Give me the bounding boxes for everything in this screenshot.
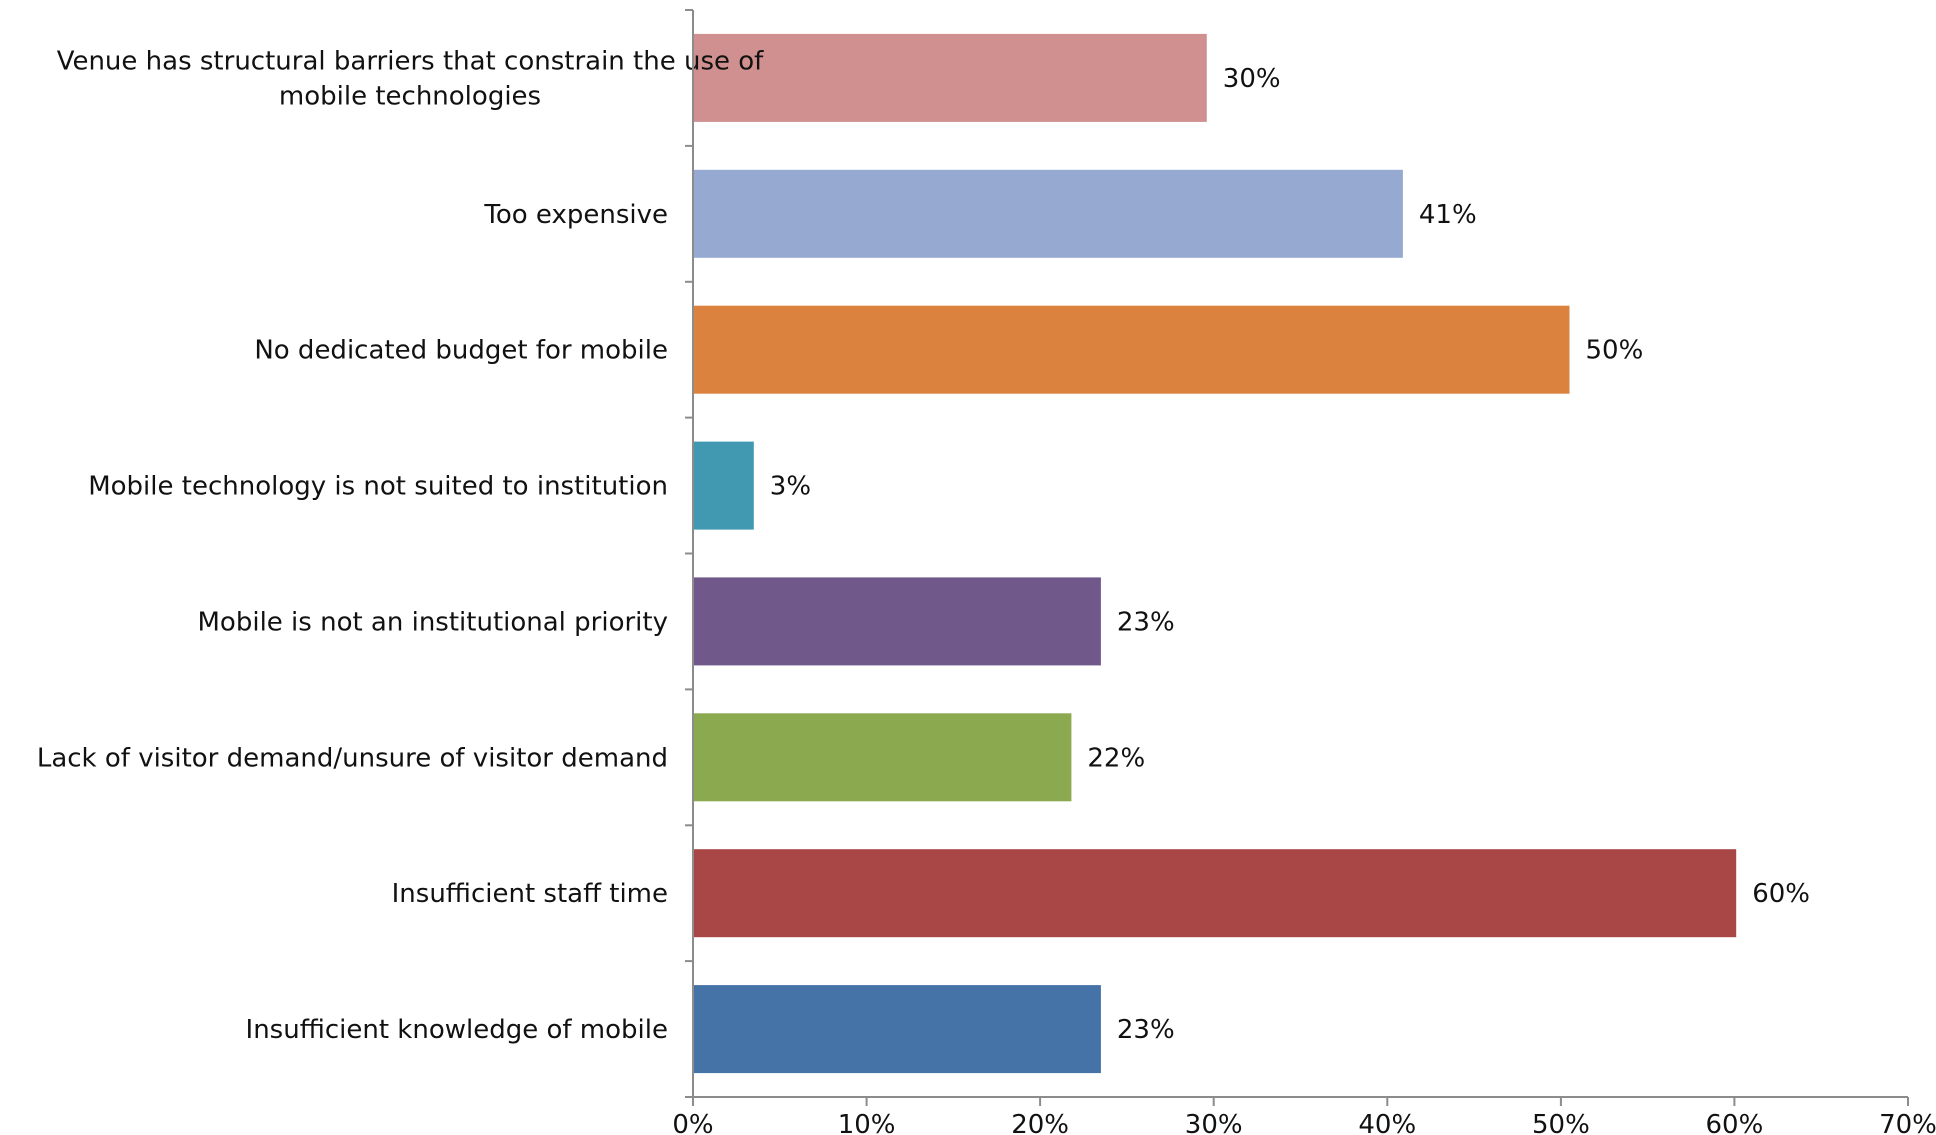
x-tick-label: 70% [1879, 1110, 1936, 1135]
x-tick-label: 40% [1358, 1110, 1416, 1135]
x-tick-label: 50% [1532, 1110, 1590, 1135]
category-label: Too expensive [483, 200, 668, 230]
category-label: Mobile is not an institutional priority [198, 607, 669, 637]
data-label: 3% [770, 472, 811, 502]
data-label: 60% [1752, 879, 1810, 909]
category-label: Insufficient staff time [392, 879, 668, 909]
bar [694, 169, 1403, 258]
x-tick-label: 20% [1011, 1110, 1069, 1135]
bar [694, 305, 1570, 394]
x-tick-label: 10% [838, 1110, 896, 1135]
data-label: 41% [1419, 200, 1477, 230]
x-tick-label: 0% [672, 1110, 713, 1135]
axes: 0% 10% 20% 30% 40% 50% 60% 70% [672, 9, 1936, 1135]
bar [694, 33, 1207, 122]
bar [694, 713, 1072, 802]
category-label: Venue has structural barriers that const… [57, 46, 764, 111]
x-tick-label: 60% [1706, 1110, 1764, 1135]
x-tick-label: 30% [1185, 1110, 1243, 1135]
data-label: 23% [1117, 1015, 1175, 1045]
data-label: 50% [1586, 336, 1644, 366]
category-label: Insufficient knowledge of mobile [246, 1015, 668, 1045]
bar [694, 849, 1737, 938]
bar [694, 577, 1101, 666]
category-label: No dedicated budget for mobile [254, 336, 668, 366]
category-label: Lack of visitor demand/unsure of visitor… [37, 743, 668, 773]
bar [694, 985, 1101, 1074]
category-labels: Venue has structural barriers that const… [37, 46, 764, 1045]
category-label: Mobile technology is not suited to insti… [88, 472, 668, 502]
data-labels: 30% 41% 50% 3% 23% 22% 60% 23% [770, 64, 1810, 1045]
data-label: 23% [1117, 607, 1175, 637]
bars-layer [694, 33, 1737, 1074]
bar [694, 441, 754, 530]
data-label: 30% [1223, 64, 1281, 94]
data-label: 22% [1087, 743, 1145, 773]
